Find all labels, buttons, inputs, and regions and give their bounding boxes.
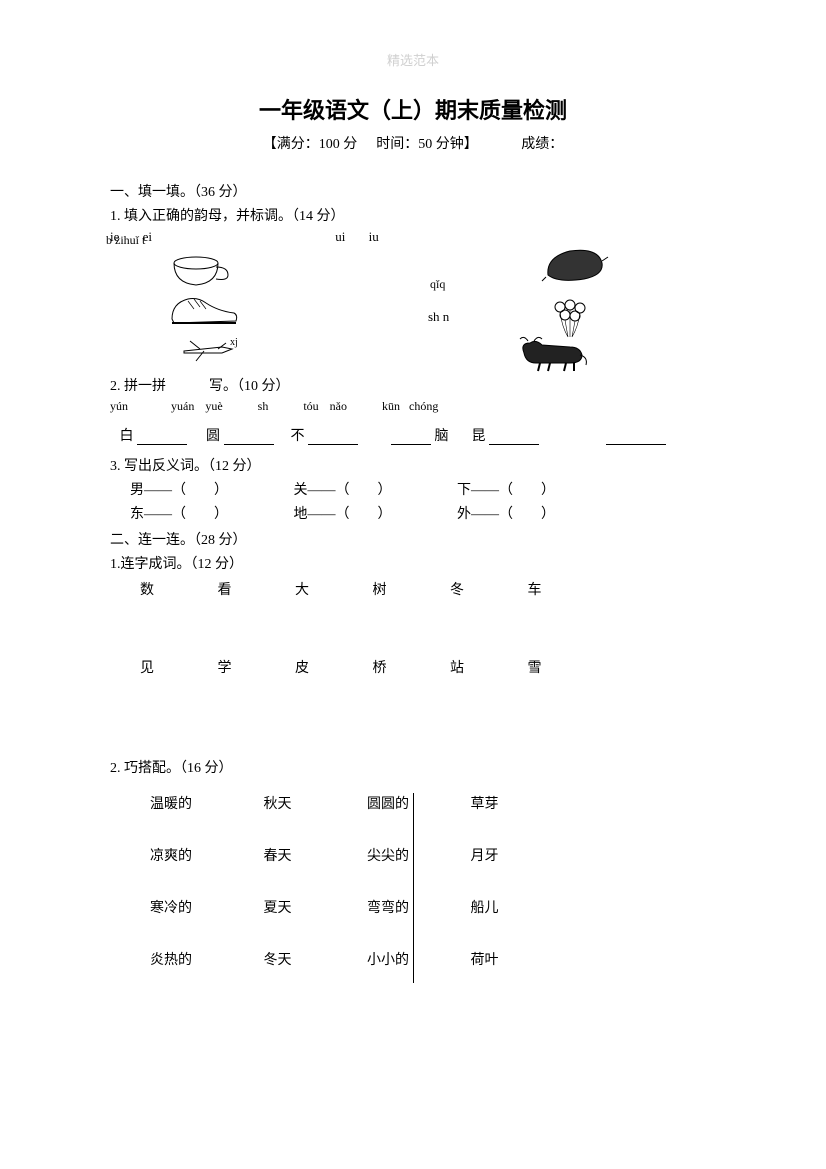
cw-zhan: 站 xyxy=(450,657,524,677)
p-yun: yún xyxy=(110,399,128,413)
m-xiaoxiao: 小小的 xyxy=(367,949,467,969)
cw-dong: 冬 xyxy=(450,579,524,599)
label-shn: sh n xyxy=(428,309,449,325)
ant-nan: 男——（ ） xyxy=(130,479,290,499)
score-label: 成绩： xyxy=(521,137,563,152)
q2-text-a: 2. 拼一拼 xyxy=(110,379,166,394)
image-area: b zihuǐ t qǐq sh n xj xyxy=(110,251,716,371)
shoe-icon xyxy=(168,289,240,329)
char-yuan: 圆 xyxy=(206,429,220,444)
m-chuaner: 船儿 xyxy=(471,897,551,917)
pinyin-options-row: ie ei ui iu xyxy=(110,229,716,245)
m-liangshuang: 凉爽的 xyxy=(150,845,260,865)
question-1: 1. 填入正确的韵母，并标调。（14 分） xyxy=(110,205,716,225)
m-yuanyuan: 圆圆的 xyxy=(367,793,467,813)
m-yanre: 炎热的 xyxy=(150,949,260,969)
bracket-open: 【 xyxy=(263,137,277,152)
connect-row-1: 数 看 大 树 冬 车 xyxy=(140,579,716,599)
cw-pi: 皮 xyxy=(295,657,369,677)
label-qq: qǐq xyxy=(430,277,445,292)
p-nao: nǎo xyxy=(330,399,347,413)
p-yuan: yuán xyxy=(171,399,194,413)
p-sh: sh xyxy=(258,399,269,413)
cw-da: 大 xyxy=(295,579,369,599)
bracket-close: 】 xyxy=(464,137,478,152)
blank-5[interactable] xyxy=(489,429,539,445)
question-3: 3. 写出反义词。（12 分） xyxy=(110,455,716,475)
cw-jian: 见 xyxy=(140,657,214,677)
ant-xia: 下——（ ） xyxy=(457,479,617,499)
connect-row-2: 见 学 皮 桥 站 雪 xyxy=(140,657,716,677)
match-row-3: 寒冷的 夏天 弯弯的 船儿 xyxy=(150,897,716,917)
page-title: 一年级语文（上）期末质量检测 xyxy=(110,93,716,125)
blank-4[interactable] xyxy=(391,429,431,445)
blank-1[interactable] xyxy=(137,429,187,445)
cw-xue: 学 xyxy=(218,657,292,677)
cup-icon xyxy=(170,255,230,289)
char-bai: 白 xyxy=(120,429,134,444)
match-row-4: 炎热的 冬天 小小的 荷叶 xyxy=(150,949,716,969)
blank-2[interactable] xyxy=(224,429,274,445)
match-row-1: 温暖的 秋天 圆圆的 草芽 xyxy=(150,793,716,813)
buffalo-icon xyxy=(510,333,590,373)
ant-dong: 东——（ ） xyxy=(130,503,290,523)
p-chong: chóng xyxy=(409,399,438,413)
antonym-row-2: 东——（ ） 地——（ ） 外——（ ） xyxy=(130,503,716,523)
blank-6[interactable] xyxy=(606,429,666,445)
m-jianjian: 尖尖的 xyxy=(367,845,467,865)
p-yue: yuè xyxy=(205,399,222,413)
ant-guan: 关——（ ） xyxy=(294,479,454,499)
m-heye: 荷叶 xyxy=(471,949,551,969)
p-kun: kūn xyxy=(382,399,400,413)
antonym-row-1: 男——（ ） 关——（ ） 下——（ ） xyxy=(130,479,716,499)
m-chuntian: 春天 xyxy=(264,845,364,865)
m-wennuan: 温暖的 xyxy=(150,793,260,813)
m-caoya: 草芽 xyxy=(471,793,551,813)
char-nao: 脑 xyxy=(435,429,449,444)
time-limit: 时间：50 分钟 xyxy=(376,137,464,152)
cw-shu: 数 xyxy=(140,579,214,599)
blank-3[interactable] xyxy=(308,429,358,445)
m-wanwan: 弯弯的 xyxy=(367,897,467,917)
q2-pinyin-row: yún yuán yuè sh tóu nǎo kūn chóng xyxy=(110,399,716,415)
m-hanleng: 寒冷的 xyxy=(150,897,260,917)
full-score: 满分：100 分 xyxy=(277,137,358,152)
m-yueya: 月牙 xyxy=(471,845,551,865)
cw-shu2: 树 xyxy=(373,579,447,599)
m-dongtian: 冬天 xyxy=(264,949,364,969)
q2-text-b: 写。（10 分） xyxy=(209,379,290,394)
cw-che: 车 xyxy=(528,579,602,599)
char-kun: 昆 xyxy=(472,429,486,444)
m-qiutian: 秋天 xyxy=(264,793,364,813)
char-bu: 不 xyxy=(291,429,305,444)
cw-kan: 看 xyxy=(218,579,292,599)
label-bzihui: b zihuǐ t xyxy=(106,233,145,248)
ant-di: 地——（ ） xyxy=(294,503,454,523)
question-2: 2. 拼一拼 写。（10 分） xyxy=(110,375,716,395)
sausage-icon xyxy=(540,245,610,285)
watermark-text: 精选范本 xyxy=(110,50,716,69)
q2-char-row: 白 圆 不 脑 昆 xyxy=(110,425,716,445)
section-2-heading: 二、连一连。（28 分） xyxy=(110,529,716,549)
section-1-heading: 一、填一填。（36 分） xyxy=(110,181,716,201)
ant-wai: 外——（ ） xyxy=(457,503,617,523)
m-xiatian: 夏天 xyxy=(264,897,364,917)
subtitle: 【满分：100 分 时间：50 分钟】 成绩： xyxy=(110,133,716,153)
cw-xue2: 雪 xyxy=(528,657,602,677)
pinyin-ui: ui xyxy=(335,229,345,245)
pinyin-iu: iu xyxy=(369,229,379,245)
s2-question-2: 2. 巧搭配。（16 分） xyxy=(110,757,716,777)
s2-question-1: 1.连字成词。（12 分） xyxy=(110,553,716,573)
p-tou: tóu xyxy=(303,399,318,413)
match-area: 温暖的 秋天 圆圆的 草芽 凉爽的 春天 尖尖的 月牙 寒冷的 夏天 弯弯的 船… xyxy=(110,793,716,969)
cw-qiao: 桥 xyxy=(373,657,447,677)
match-row-2: 凉爽的 春天 尖尖的 月牙 xyxy=(150,845,716,865)
plane-icon xyxy=(182,339,236,363)
